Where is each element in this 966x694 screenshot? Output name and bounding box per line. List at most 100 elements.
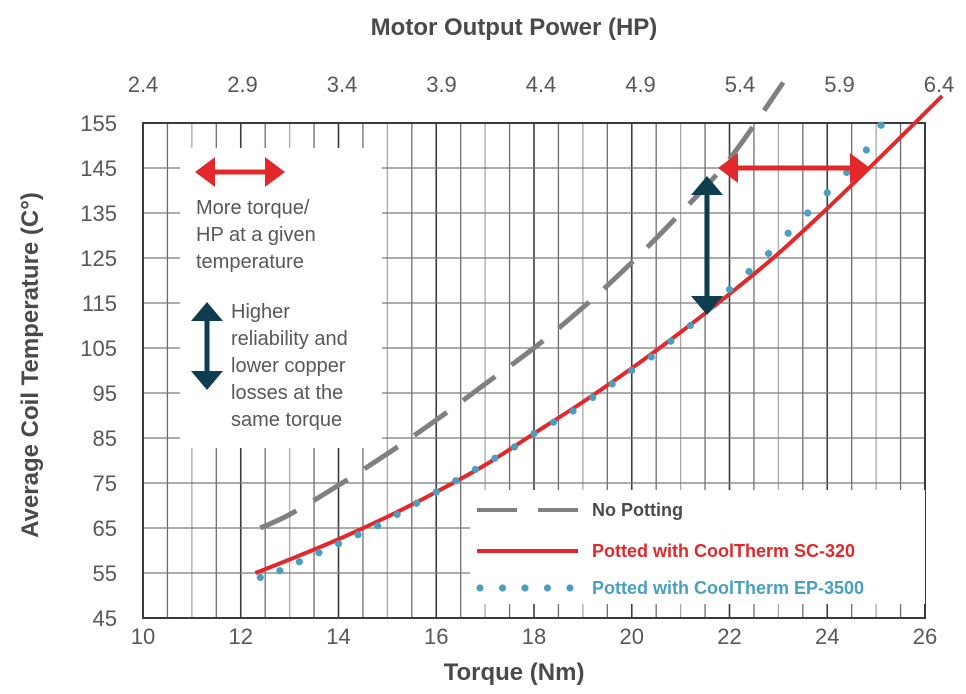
ep-3500-point [686,321,695,330]
arrow-head-left [195,157,215,187]
ep-3500-point [862,146,870,154]
y-tick-label: 105 [80,336,117,361]
y-tick-label: 145 [80,156,117,181]
y-tick-label: 85 [93,426,117,451]
ep-3500-point [452,477,460,485]
top-tick-label: 3.4 [327,72,358,97]
legend-item: Potted with CoolTherm EP-3500 [476,578,864,598]
ep-3500-point [725,285,734,294]
ep-3500-point [549,418,558,426]
y-tick-label: 125 [80,246,117,271]
note-line: lower copper [231,355,346,377]
y-axis-title: Average Coil Temperature (C°) [17,192,44,538]
ep-3500-point [877,121,885,129]
x-tick-label: 10 [131,624,155,649]
ep-3500-point [354,531,362,539]
x-tick-label: 24 [815,624,839,649]
y-tick-label: 55 [93,561,117,586]
ep-3500-point [432,488,440,496]
top-tick-label: 4.4 [526,72,557,97]
ep-3500-point [569,407,577,415]
ep-3500-point [315,549,323,557]
arrow-head-right [265,157,285,187]
ep-3500-point [765,249,773,258]
note-line: losses at the [231,382,343,404]
x-tick-label: 26 [913,624,937,649]
ep-3500-point [804,209,812,217]
ep-3500-point [374,522,382,530]
ep-3500-point [608,380,616,388]
ep-3500-point [784,229,792,237]
top-tick-label: 5.9 [824,72,855,97]
x-axis-title: Torque (Nm) [444,659,585,686]
ep-3500-point [647,353,655,361]
legend-label: Potted with CoolTherm EP-3500 [592,578,864,598]
series-layer [254,81,944,582]
x-tick-label: 14 [326,624,350,649]
top-tick-label: 5.4 [725,72,756,97]
y-tick-label: 45 [93,606,117,631]
top-tick-label: 4.9 [625,72,656,97]
no-potting-line [259,81,786,531]
ep-3500-point [823,189,831,197]
x-tick-label: 16 [424,624,448,649]
top-tick-label: 2.9 [227,72,258,97]
ep-3500-point [510,443,519,451]
legend-label: Potted with CoolTherm SC-320 [592,541,855,561]
ep-3500-point [667,337,675,345]
note-line: same torque [231,409,342,431]
x-tick-label: 20 [620,624,644,649]
ep-3500-point [334,540,343,548]
arrow-head-up [691,176,723,195]
y-tick-label: 115 [82,291,117,316]
legend-swatch-dot [543,584,552,592]
ep-3500-point [413,499,421,507]
ep-3500-point [295,558,303,566]
vertical-double-arrow-icon [691,176,723,315]
y-tick-label: 65 [93,516,117,541]
y-axis-ticks: 155 145 135 125 115 105 95 85 75 65 55 45 [80,111,117,631]
note-line: More torque/ [196,197,310,219]
x-tick-label: 18 [522,624,546,649]
legend-label: No Potting [592,500,683,520]
top-tick-label: 6.4 [924,72,955,97]
ep-3500-point [843,168,851,177]
plot-frame [142,122,926,619]
more-torque-note: More torque/HP at a given temperature [195,157,316,273]
y-tick-label: 135 [80,201,117,226]
note-line: HP at a given [196,224,316,246]
arrow-head-down [691,296,723,315]
ep-3500-point [530,429,538,438]
note-line: temperature [196,251,304,273]
ep-3500-point [745,267,753,276]
ep-3500-point [276,567,284,575]
ep-3500-point [589,393,597,402]
legend-swatch-dot [498,584,507,592]
higher-reliability-note: Higher reliability and lower copper losses … [191,301,348,431]
note-line: reliability and [231,328,348,350]
arrow-head-up [191,302,223,321]
x-tick-label: 12 [229,624,253,649]
ep-3500-point [393,510,401,519]
legend-swatch-dot [476,584,484,592]
y-tick-label: 95 [93,381,117,406]
ep-3500-point [471,465,479,474]
legend-item: No Potting [477,500,683,520]
legend-swatch-dot [566,584,574,592]
legend: No Potting Potted with CoolTherm SC-320 Po… [476,500,864,598]
ep-3500-point [256,573,264,582]
y-tick-label: 155 [80,111,117,136]
sc-320-line [254,94,944,575]
ep-3500-point [491,454,499,462]
x-tick-label: 22 [717,624,741,649]
top-tick-label: 2.4 [128,72,159,97]
note-background [180,148,382,448]
legend-swatch-dot [521,584,529,592]
y-tick-label: 75 [93,471,117,496]
annotation-arrows [691,153,870,315]
ep-3500-point [628,366,636,375]
note-navy-arrow-icon [191,302,223,390]
top-axis-ticks: 2.4 2.9 3.4 3.9 4.4 4.9 5.4 5.9 6.4 [128,72,955,97]
plot-border [142,122,926,619]
